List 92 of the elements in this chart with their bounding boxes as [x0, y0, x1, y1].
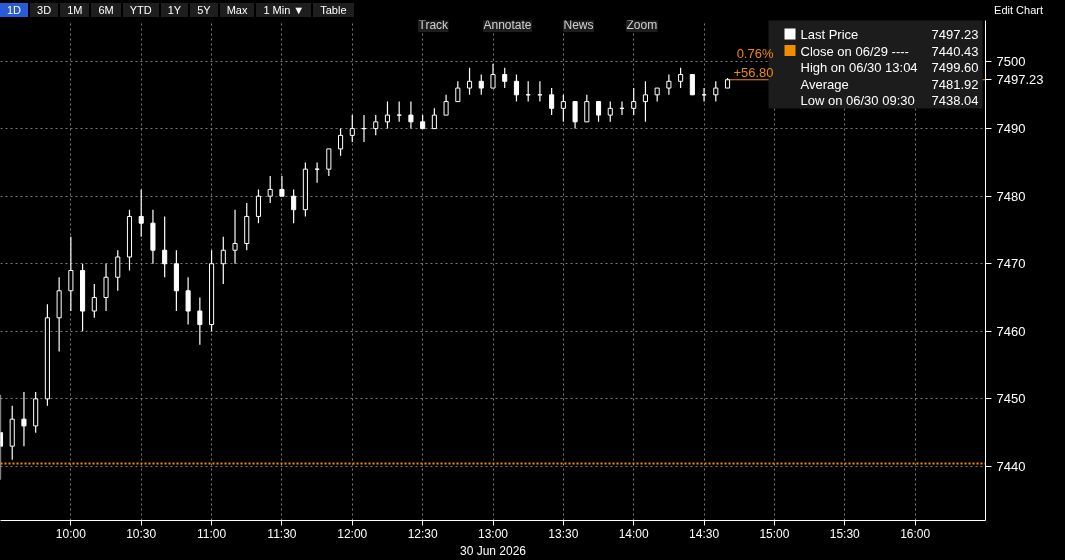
- text: YTD: [122, 3, 159, 17]
- y-tick-label: 7490: [996, 121, 1026, 137]
- candlestick: [713, 80, 719, 103]
- text: 6M: [91, 3, 121, 17]
- candlestick: [91, 283, 97, 319]
- candlestick: [162, 215, 168, 278]
- candlestick: [326, 148, 332, 177]
- candlestick: [255, 188, 262, 224]
- text: 1 Min ▼: [256, 3, 312, 17]
- y-tick-label: 7460: [996, 323, 1026, 339]
- candlestick: [560, 94, 566, 123]
- x-tick-label: 15:00: [759, 526, 790, 541]
- candlestick: [642, 80, 648, 123]
- x-tick-label: 11:30: [267, 526, 297, 541]
- candlestick: [678, 67, 684, 89]
- annotation: 7499.60: [931, 60, 979, 75]
- text: 1Y: [160, 3, 189, 17]
- candlestick: [185, 276, 191, 326]
- x-tick-label: 13:30: [548, 526, 579, 541]
- legend-label: Close on 06/29 ----: [800, 43, 909, 59]
- candlestick: [220, 236, 226, 285]
- candlestick: [21, 391, 27, 447]
- candlestick: [666, 73, 672, 96]
- annotation: Low on 06/30 09:30: [800, 93, 915, 108]
- candlestick: [68, 236, 74, 312]
- candlestick: [408, 100, 414, 130]
- text: Edit Chart: [994, 3, 1043, 18]
- text: 3D: [30, 3, 59, 17]
- candlestick: [549, 87, 555, 116]
- annotation: +56.80: [733, 64, 774, 80]
- candlestick: [197, 296, 203, 346]
- annotation: 7438.04: [931, 93, 979, 108]
- candlestick: [502, 67, 508, 89]
- annotation: News: [563, 17, 594, 32]
- annotation: 7481.92: [931, 76, 979, 92]
- candlestick: [490, 63, 496, 89]
- x-tick-label: 15:30: [829, 526, 861, 541]
- candlestick: [349, 114, 355, 143]
- candlestick: [314, 161, 320, 184]
- x-tick-label: 12:00: [337, 526, 368, 541]
- x-axis-title: 30 Jun 2026: [459, 543, 527, 558]
- candlestick: [279, 175, 285, 197]
- annotation: 0.76%: [736, 45, 774, 61]
- annotation: Zoom: [626, 17, 658, 32]
- annotation: 7440.43: [931, 43, 979, 59]
- x-tick-label: 12:30: [407, 526, 438, 541]
- candlestick: [338, 128, 344, 157]
- legend-label: Last Price: [800, 27, 859, 42]
- annotation: Average: [800, 76, 849, 92]
- ref-line-label: 7497.23: [996, 72, 1044, 88]
- candlestick: [396, 100, 402, 123]
- text: Max: [219, 3, 255, 17]
- y-tick-label: 7470: [996, 256, 1026, 272]
- x-tick-label: 14:30: [689, 526, 720, 541]
- text: 5Y: [190, 3, 218, 17]
- candlestick: [291, 188, 297, 224]
- y-tick-label: 7440: [996, 458, 1026, 474]
- y-tick-label: 7450: [996, 391, 1026, 407]
- candlestick: [689, 73, 695, 96]
- x-tick-label: 11:00: [197, 526, 227, 541]
- candlestick: [431, 107, 437, 130]
- x-tick-label: 13:00: [477, 526, 509, 541]
- candlestick: [443, 94, 449, 116]
- x-tick-label: 10:30: [126, 526, 157, 541]
- candlestick: [455, 80, 461, 103]
- candlestick: [466, 67, 473, 96]
- y-tick-label: 7500: [996, 53, 1026, 69]
- candlestick: [115, 249, 121, 292]
- candlestick: [513, 73, 520, 103]
- candlestick: [584, 94, 590, 123]
- x-tick-label: 16:00: [900, 526, 931, 541]
- candlestick: [103, 263, 109, 312]
- x-tick-label: 14:00: [618, 526, 650, 541]
- annotation: Annotate: [483, 17, 532, 32]
- annotation: Track: [418, 17, 450, 32]
- text: 1D: [0, 3, 29, 17]
- x-tick-label: 10:00: [55, 526, 87, 541]
- candlestick: [478, 73, 484, 96]
- text: Table: [313, 3, 354, 17]
- annotation: 7497.23: [931, 27, 979, 42]
- candlestick: [572, 100, 578, 130]
- candlestick: [595, 100, 602, 123]
- y-tick-label: 7480: [996, 188, 1026, 204]
- candlestick: [631, 87, 637, 116]
- annotation: High on 06/30 13:04: [800, 60, 918, 75]
- candlestick: [232, 209, 238, 265]
- candlestick: [384, 100, 391, 130]
- candlestick: [138, 188, 144, 238]
- candlestick: [267, 175, 273, 204]
- candlestick: [373, 114, 379, 136]
- candlestick: [607, 100, 613, 123]
- text: 1M: [60, 3, 90, 17]
